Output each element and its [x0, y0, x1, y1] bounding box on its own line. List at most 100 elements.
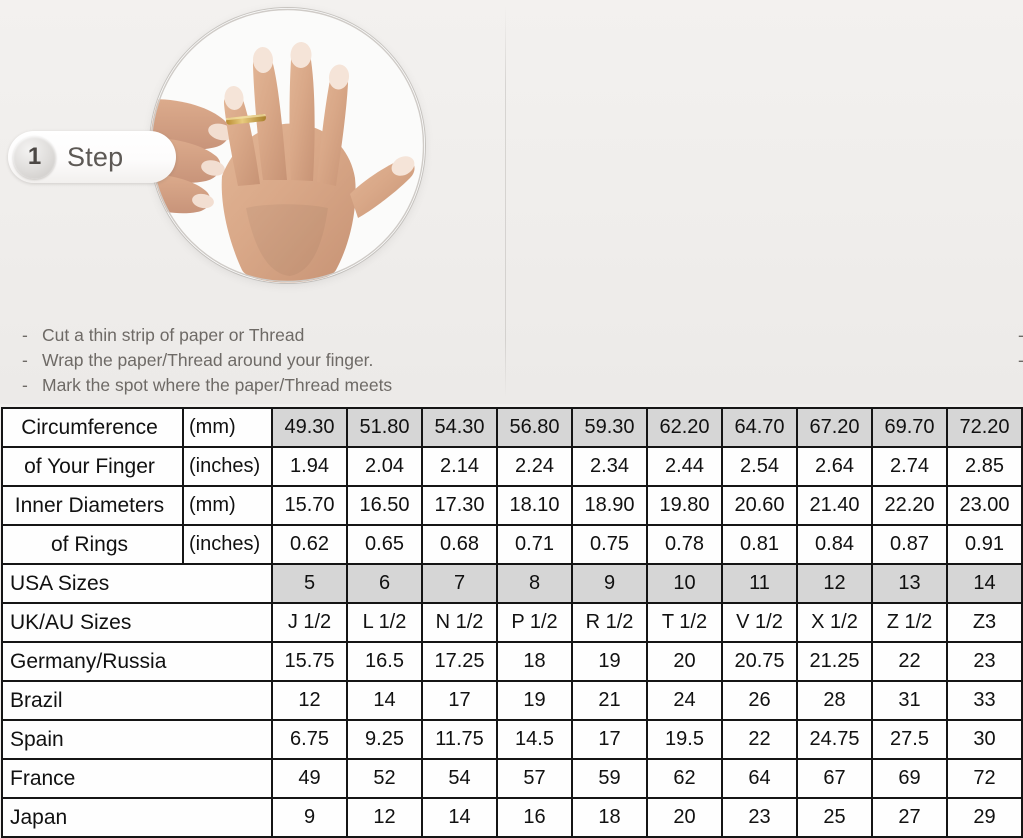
- row-label: Circumference: [1, 407, 184, 448]
- bullet-dash: -: [1018, 348, 1023, 373]
- table-cell: 2.85: [946, 446, 1023, 487]
- table-cell: 64.70: [721, 407, 798, 448]
- table-cell: 17.25: [421, 641, 498, 682]
- table-cell: 21.40: [796, 485, 873, 526]
- step-1-instructions: - Cut a thin strip of paper or Thread - Wr…: [22, 323, 392, 398]
- table-cell: 0.71: [496, 524, 573, 565]
- table-row: France 49 52 54 57 59 62 64 67 69 72: [1, 758, 1023, 799]
- steps-area: 1 Step - Cut a thin strip of paper or Thr…: [0, 0, 1023, 404]
- table-cell: 26: [721, 680, 798, 721]
- table-cell: 14: [946, 563, 1023, 604]
- table-cell: 49.30: [271, 407, 348, 448]
- table-cell: 14: [421, 797, 498, 838]
- row-label: Inner Diameters: [1, 485, 184, 526]
- table-cell: 17: [421, 680, 498, 721]
- table-cell: 0.91: [946, 524, 1023, 565]
- table-cell: 0.68: [421, 524, 498, 565]
- table-cell: 16: [496, 797, 573, 838]
- table-cell: 9: [271, 797, 348, 838]
- table-cell: 18: [571, 797, 648, 838]
- table-cell: 62: [646, 758, 723, 799]
- table-cell: Z 1/2: [871, 602, 948, 643]
- row-label: USA Sizes: [1, 563, 273, 604]
- table-cell: 54.30: [421, 407, 498, 448]
- table-cell: 72.20: [946, 407, 1023, 448]
- table-cell: 28: [796, 680, 873, 721]
- table-cell: 9.25: [346, 719, 423, 760]
- table-cell: 6.75: [271, 719, 348, 760]
- table-cell: 20: [646, 797, 723, 838]
- table-cell: 17: [571, 719, 648, 760]
- table-cell: 2.74: [871, 446, 948, 487]
- table-cell: 19.5: [646, 719, 723, 760]
- table-cell: 2.54: [721, 446, 798, 487]
- instruction-line: - Wrap the paper/Thread around your finge…: [22, 348, 392, 373]
- row-unit: (inches): [182, 446, 273, 487]
- step-1-number: 1: [13, 135, 56, 179]
- row-label: Brazil: [1, 680, 273, 721]
- table-cell: 9: [571, 563, 648, 604]
- bullet-dash: -: [1018, 323, 1023, 348]
- table-cell: 24: [646, 680, 723, 721]
- row-unit: (mm): [182, 407, 273, 448]
- table-cell: 14: [346, 680, 423, 721]
- table-cell: 59: [571, 758, 648, 799]
- row-label: Spain: [1, 719, 273, 760]
- table-cell: 67.20: [796, 407, 873, 448]
- bullet-dash: -: [22, 325, 28, 345]
- table-cell: 0.65: [346, 524, 423, 565]
- table-cell: 12: [346, 797, 423, 838]
- table-cell: 30: [946, 719, 1023, 760]
- table-cell: 0.81: [721, 524, 798, 565]
- table-cell: 19.80: [646, 485, 723, 526]
- row-unit: (inches): [182, 524, 273, 565]
- table-cell: 14.5: [496, 719, 573, 760]
- ring-size-chart-table: Circumference (mm) 49.30 51.80 54.30 56.80 59.…: [1, 407, 1023, 838]
- table-cell: 20: [646, 641, 723, 682]
- table-cell: 27: [871, 797, 948, 838]
- table-cell: 18.10: [496, 485, 573, 526]
- instruction-line: -Use the following chart to determine yo…: [1018, 348, 1023, 373]
- table-cell: 72: [946, 758, 1023, 799]
- table-cell: V 1/2: [721, 602, 798, 643]
- table-cell: 20.60: [721, 485, 798, 526]
- panel-divider: [505, 6, 506, 398]
- table-cell: 64: [721, 758, 798, 799]
- instruction-text: Cut a thin strip of paper or Thread: [42, 325, 305, 345]
- row-label: of Rings: [1, 524, 184, 565]
- table-cell: 0.78: [646, 524, 723, 565]
- table-cell: 5: [271, 563, 348, 604]
- table-cell: 1.94: [271, 446, 348, 487]
- table-cell: J 1/2: [271, 602, 348, 643]
- table-cell: Z3: [946, 602, 1023, 643]
- table-row: Inner Diameters (mm) 15.70 16.50 17.30 18.10 1…: [1, 485, 1023, 526]
- bullet-dash: -: [22, 375, 28, 395]
- table-cell: 33: [946, 680, 1023, 721]
- table-cell: 20.75: [721, 641, 798, 682]
- table-cell: 19: [496, 680, 573, 721]
- table-cell: 23.00: [946, 485, 1023, 526]
- table-cell: 25: [796, 797, 873, 838]
- table-cell: 15.70: [271, 485, 348, 526]
- row-label: France: [1, 758, 273, 799]
- table-cell: 11: [721, 563, 798, 604]
- table-cell: 0.62: [271, 524, 348, 565]
- table-cell: 17.30: [421, 485, 498, 526]
- table-cell: 7: [421, 563, 498, 604]
- hand-with-ring-photo: [150, 8, 425, 283]
- table-cell: R 1/2: [571, 602, 648, 643]
- table-cell: 18: [496, 641, 573, 682]
- table-cell: 15.75: [271, 641, 348, 682]
- step-2-instructions: -Measure the length of the thread with y…: [1018, 323, 1023, 373]
- table-row: Brazil 12 14 17 19 21 24 26 28 31 33: [1, 680, 1023, 721]
- row-unit: (mm): [182, 485, 273, 526]
- table-cell: 16.50: [346, 485, 423, 526]
- table-cell: 18.90: [571, 485, 648, 526]
- table-cell: 2.14: [421, 446, 498, 487]
- table-cell: 51.80: [346, 407, 423, 448]
- row-label: Germany/Russia: [1, 641, 273, 682]
- table-cell: T 1/2: [646, 602, 723, 643]
- table-cell: 21: [571, 680, 648, 721]
- step-panel-2: 1 2 3 2 Step -Measure the length of the …: [506, 0, 1023, 404]
- table-cell: 27.5: [871, 719, 948, 760]
